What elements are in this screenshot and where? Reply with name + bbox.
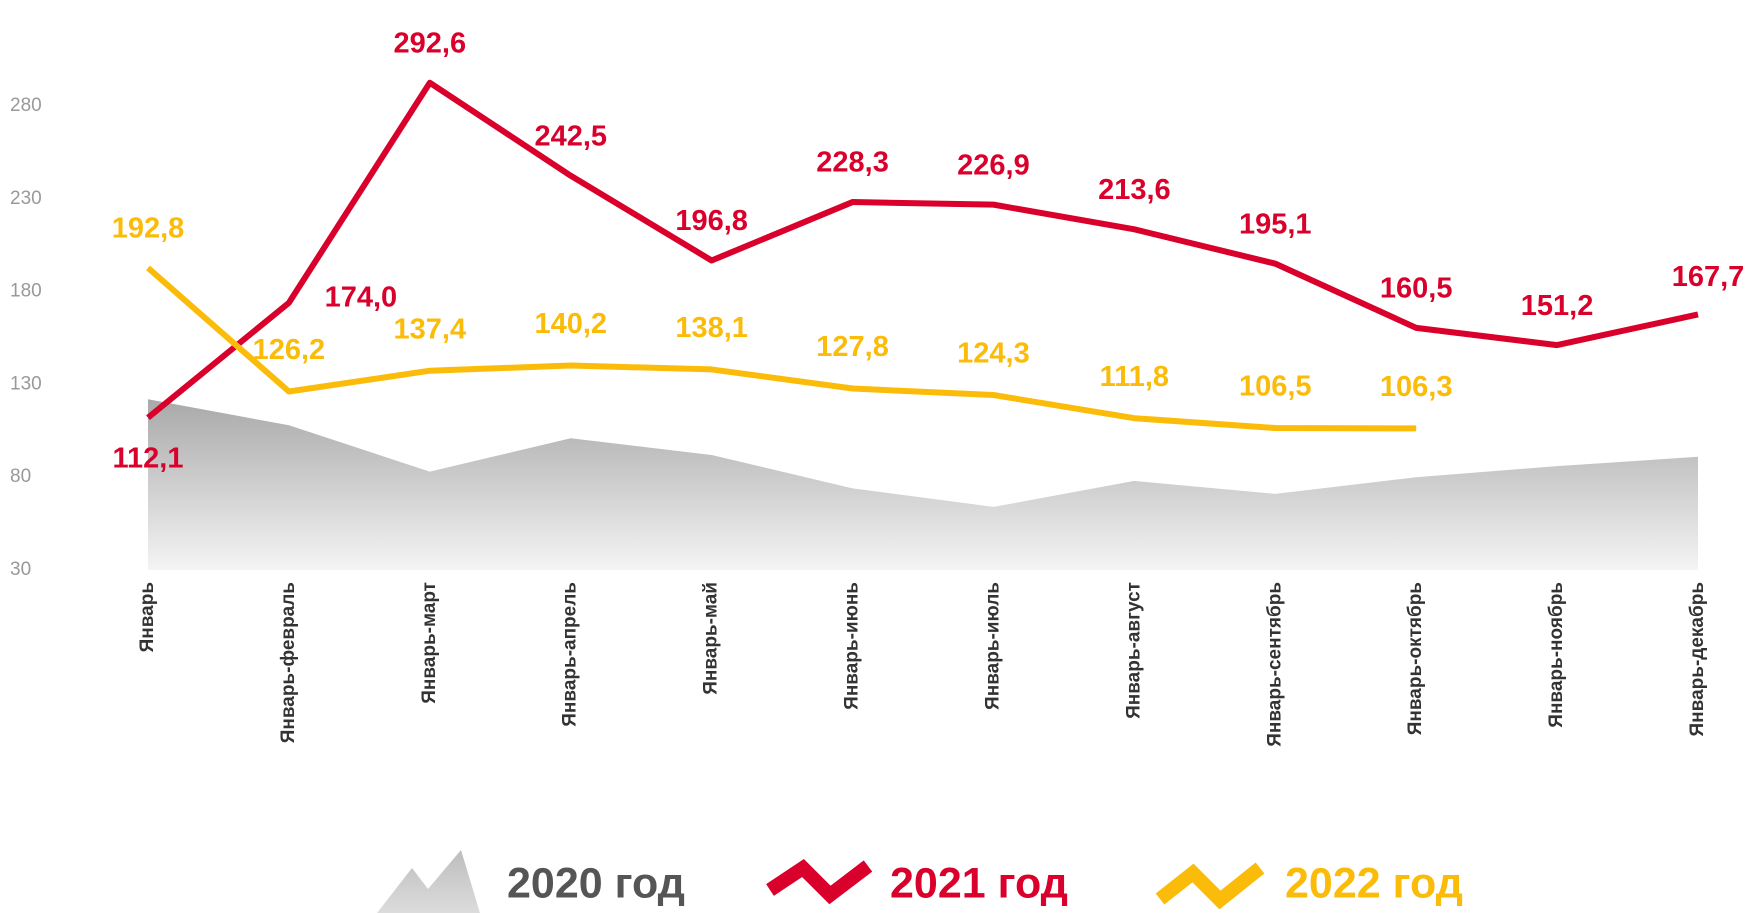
value-label: 195,1 [1239, 208, 1312, 240]
value-label: 192,8 [112, 213, 185, 245]
legend-label: 2020 год [507, 859, 685, 907]
line [146, 265, 1417, 432]
value-label: 111,8 [1100, 361, 1169, 393]
value-label: 160,5 [1380, 273, 1453, 305]
x-tick-label: Январь-май [701, 582, 722, 695]
x-tick-label: Январь-август [1123, 582, 1144, 719]
value-label: 126,2 [253, 334, 326, 366]
legend-icon [1155, 862, 1265, 910]
y-tick-label: 280 [10, 95, 42, 116]
x-tick-label: Январь-июнь [842, 582, 863, 710]
value-label: 124,3 [957, 338, 1030, 370]
value-label: 106,3 [1380, 371, 1453, 403]
y-tick-label: 130 [10, 373, 42, 394]
value-label: 137,4 [394, 313, 467, 345]
value-label: 174,0 [325, 281, 398, 313]
value-label: 112,1 [113, 442, 184, 474]
value-label: 151,2 [1521, 290, 1594, 322]
value-label: 213,6 [1098, 174, 1171, 206]
x-tick-label: Январь-декабрь [1687, 582, 1708, 736]
value-label: 106,5 [1239, 371, 1312, 403]
legend-icon [377, 850, 480, 913]
area-2020 [148, 399, 1698, 570]
y-tick-label: 80 [10, 466, 31, 487]
value-label: 228,3 [816, 147, 889, 179]
legend-label: 2021 год [890, 859, 1068, 907]
value-label: 196,8 [675, 205, 748, 237]
x-tick-label: Январь-февраль [278, 582, 299, 743]
value-label: 167,7 [1672, 261, 1745, 293]
value-label: 292,6 [394, 27, 467, 59]
x-tick-label: Январь-апрель [560, 582, 581, 727]
value-label: 242,5 [534, 120, 607, 152]
x-tick-label: Январь-октябрь [1405, 582, 1426, 735]
line [146, 79, 1699, 420]
value-label: 127,8 [816, 331, 889, 363]
x-tick-label: Январь-март [419, 582, 440, 704]
x-tick-label: Январь [137, 582, 158, 652]
y-tick-label: 180 [10, 281, 42, 302]
legend-label: 2022 год [1285, 859, 1463, 907]
x-tick-label: Январь-сентябрь [1264, 582, 1285, 747]
x-tick-label: Январь-ноябрь [1546, 582, 1567, 728]
legend-icon [766, 858, 873, 905]
y-tick-label: 230 [10, 188, 42, 209]
y-tick-label: 30 [10, 559, 31, 580]
value-label: 140,2 [534, 308, 607, 340]
x-tick-label: Январь-июль [982, 582, 1003, 710]
value-label: 138,1 [675, 312, 748, 344]
value-label: 226,9 [957, 149, 1030, 181]
